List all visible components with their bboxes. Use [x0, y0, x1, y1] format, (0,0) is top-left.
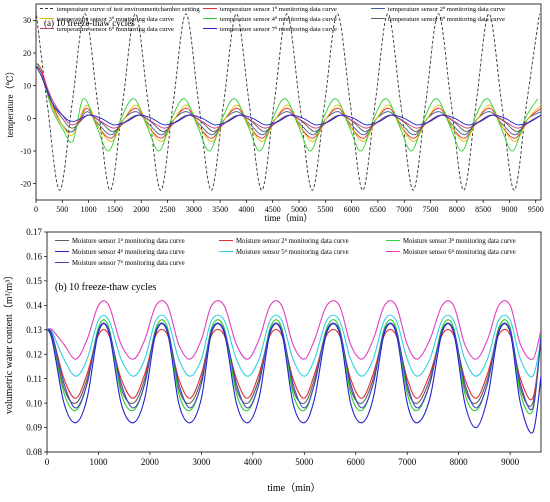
x-tick-label: 6000 [344, 205, 360, 214]
x-tick-label: 0 [45, 457, 50, 467]
x-tick-label: 3500 [212, 205, 228, 214]
series-line-4 [47, 323, 541, 434]
series-line-1 [36, 10, 540, 191]
x-tick-label: 1000 [81, 205, 97, 214]
x-tick-label: 2000 [141, 457, 160, 467]
legend-label: temperature sensor 1# monitoring data cu… [220, 5, 337, 14]
series-line-5 [36, 62, 539, 152]
x-tick-label: 5000 [291, 205, 307, 214]
plot-frame [35, 3, 542, 201]
legend-label: Moisture sensor 7# monitoring data curve [72, 259, 185, 268]
series-line-3 [47, 319, 541, 415]
x-tick-label: 9000 [501, 205, 517, 214]
x-tick-label: 2500 [160, 205, 176, 214]
x-axis-label: time（min） [265, 213, 313, 223]
x-tick-label: 6500 [370, 205, 386, 214]
panel-label: (a) 10 freeze-thaw cycles [44, 18, 135, 28]
y-tick-label: 30 [23, 16, 31, 25]
series-line-7 [47, 322, 541, 411]
legend: temperature curve of test environmentcha… [40, 5, 505, 34]
x-tick-label: 8000 [450, 457, 469, 467]
y-tick-label: 0.16 [26, 252, 42, 262]
chart-panel-a: 0 500 1000 1500 2000 2500 3000 3500 4000 4500 5000… [5, 3, 544, 223]
x-tick-label: 4000 [238, 205, 254, 214]
y-tick-label: 0.09 [26, 423, 42, 433]
x-tick-label: 2000 [133, 205, 149, 214]
legend-label: temperature sensor 6# monitoring data cu… [57, 25, 174, 34]
x-tick-label: 3000 [186, 205, 202, 214]
x-tick-label: 7500 [423, 205, 439, 214]
x-tick-label: 5500 [317, 205, 333, 214]
x-tick-label: 1000 [89, 457, 108, 467]
x-tick-label: 8000 [449, 205, 465, 214]
legend-label: Moisture sensor 1# monitoring data curve [72, 237, 185, 246]
x-tick-label: 3000 [192, 457, 211, 467]
x-axis-label: time（min） [267, 482, 320, 494]
y-tick-label: -20 [20, 179, 31, 188]
plot-frame [46, 231, 542, 453]
y-tick-label: 0 [27, 114, 31, 123]
y-tick-label: 0.11 [27, 374, 42, 384]
y-tick-label: 0.10 [26, 398, 42, 408]
series-line-8 [36, 65, 541, 126]
x-tick-label: 7000 [396, 205, 412, 214]
x-tick-label: 7000 [398, 457, 417, 467]
x-tick-label: 9500 [528, 205, 544, 214]
y-tick-label: 20 [23, 49, 31, 58]
x-tick-label: 5000 [295, 457, 314, 467]
legend-label: Moisture sensor 4# monitoring data curve [72, 248, 185, 257]
y-tick-label: 0.14 [26, 300, 42, 310]
series-line-4 [36, 65, 541, 142]
x-tick-label: 4500 [265, 205, 281, 214]
x-tick-label: 8500 [475, 205, 491, 214]
y-tick-label: 0.15 [26, 276, 42, 286]
y-tick-label: 10 [23, 81, 31, 90]
chart-panel-b: 0 1000 2000 3000 4000 5000 6000 7000 8000 9000 0.0… [3, 227, 542, 494]
legend-label: Moisture sensor 6# monitoring data curve [403, 248, 516, 257]
series-line-3 [36, 65, 541, 136]
y-tick-label: 0.13 [26, 325, 42, 335]
series-line-2 [36, 62, 541, 139]
y-tick-label: 0.08 [26, 447, 42, 457]
legend-label: Moisture sensor 5# monitoring data curve [236, 248, 349, 257]
x-tick-label: 0 [34, 205, 38, 214]
legend-label: temperature sensor 4# monitoring data cu… [220, 15, 337, 24]
legend-label: Moisture sensor 3# monitoring data curve [403, 237, 516, 246]
series-lines [47, 300, 541, 434]
legend-label: temperature sensor 2# monitoring data cu… [388, 5, 505, 14]
legend-label: Moisture sensor 2# monitoring data curve [236, 237, 349, 246]
series-line-6 [47, 300, 541, 361]
x-tick-label: 9000 [501, 457, 520, 467]
x-tick-label: 1500 [107, 205, 123, 214]
x-tick-label: 6000 [347, 457, 366, 467]
x-tick-label: 500 [56, 205, 68, 214]
legend-label: temperature sensor 3# monitoring data cu… [57, 15, 174, 24]
legend-label: temperature sensor 7# monitoring data cu… [220, 25, 337, 34]
series-line-1 [47, 322, 541, 407]
legend-label: temperature sensor 5# monitoring data cu… [388, 15, 505, 24]
x-tick-label: 4000 [244, 457, 263, 467]
y-axis-label: volumetric water content（m³/m³） [3, 270, 15, 414]
y-tick-label: -10 [20, 147, 31, 156]
series-lines [36, 10, 541, 191]
legend-label: temperature curve of test environmentcha… [57, 6, 200, 13]
y-tick-label: 0.17 [26, 227, 42, 237]
y-axis-label: temperature（℃） [5, 66, 15, 137]
legend: Moisture sensor 1# monitoring data curve… [55, 237, 516, 268]
series-line-6 [36, 65, 541, 132]
series-line-5 [47, 314, 541, 378]
y-tick-label: 0.12 [26, 349, 42, 359]
series-line-7 [36, 65, 541, 129]
panel-label: (b) 10 freeze-thaw cycles [55, 282, 156, 293]
